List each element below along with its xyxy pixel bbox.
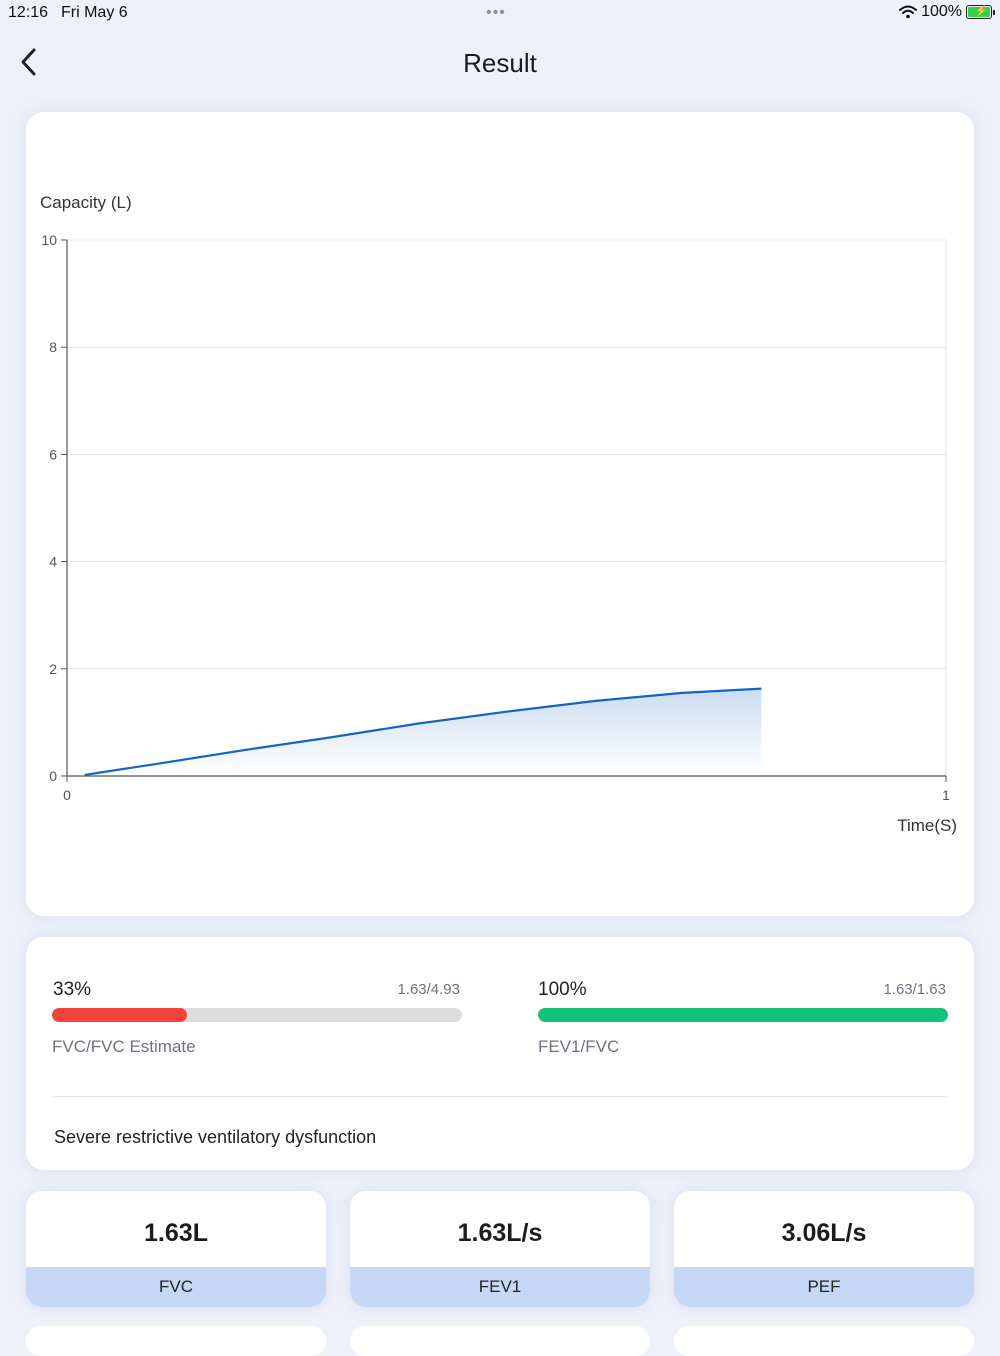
y-tick-label: 2	[49, 661, 57, 677]
page-title: Result	[463, 48, 537, 78]
metric-value: 3.06L/s	[781, 1219, 867, 1247]
metric-value: 1.63L/s	[457, 1219, 543, 1247]
stats-card: 33% 1.63/4.93 FVC/FVC Estimate 100% 1.63…	[26, 937, 974, 1170]
metric-card-fvc: 1.63L FVC	[26, 1191, 326, 1307]
wifi-icon	[899, 5, 918, 19]
fvc-ratio-bar	[52, 1008, 462, 1022]
status-date: Fri May 6	[61, 4, 128, 21]
y-tick-label: 4	[49, 554, 57, 570]
y-tick-label: 8	[49, 339, 57, 355]
y-axis-label: Capacity (L)	[40, 193, 132, 212]
metric-card-pef: 3.06L/s PEF	[674, 1191, 974, 1307]
metric-card-fev1: 1.63L/s FEV1	[350, 1191, 650, 1307]
battery-icon: ⚡	[966, 5, 995, 19]
fev1-ratio-bar-fill	[538, 1008, 948, 1022]
series-area	[84, 688, 762, 776]
fev1-ratio-bar	[538, 1008, 948, 1022]
fev1-ratio-percent: 100%	[538, 979, 587, 1000]
metric-value: 1.63L	[144, 1219, 208, 1247]
y-tick-label: 10	[41, 232, 57, 248]
fvc-ratio-bar-fill	[52, 1008, 188, 1022]
multitasking-dots-icon[interactable]: •••	[486, 4, 506, 21]
metric-card-partial	[26, 1326, 326, 1356]
metric-label: FVC	[26, 1267, 326, 1307]
chevron-left-icon	[21, 48, 36, 76]
fev1-ratio-detail: 1.63/1.63	[883, 981, 946, 998]
metric-label: FEV1	[350, 1267, 650, 1307]
diagnosis-text: Severe restrictive ventilatory dysfuncti…	[54, 1127, 377, 1147]
x-tick-label: 1	[942, 787, 950, 803]
metric-card-partial	[674, 1326, 974, 1356]
fvc-ratio-label: FVC/FVC Estimate	[52, 1037, 196, 1056]
metric-label: PEF	[674, 1267, 974, 1307]
back-button[interactable]	[14, 46, 46, 78]
x-tick-label: 0	[63, 787, 71, 803]
metric-card-partial	[350, 1326, 650, 1356]
nav-header: Result	[0, 36, 1000, 92]
battery-percent: 100%	[921, 3, 962, 20]
x-axis-label: Time(S)	[897, 816, 957, 835]
status-time: 12:16	[8, 4, 49, 21]
fev1-ratio-label: FEV1/FVC	[538, 1037, 620, 1056]
chart-card: 0 2 4 6 8 10 0 1 Capacity (L) Time(S)	[26, 112, 974, 916]
capacity-time-chart: 0 2 4 6 8 10 0 1 Capacity (L) Time(S)	[40, 193, 957, 835]
series-line	[84, 687, 762, 776]
fvc-ratio-detail: 1.63/4.93	[397, 981, 460, 998]
y-tick-label: 6	[49, 446, 57, 462]
y-tick-label: 0	[49, 768, 57, 784]
fvc-ratio-percent: 33%	[53, 979, 92, 1000]
status-indicators: 100% ⚡	[899, 3, 995, 21]
status-bar: 12:16 Fri May 6 ••• 100% ⚡	[0, 0, 1000, 28]
divider	[52, 1096, 948, 1097]
